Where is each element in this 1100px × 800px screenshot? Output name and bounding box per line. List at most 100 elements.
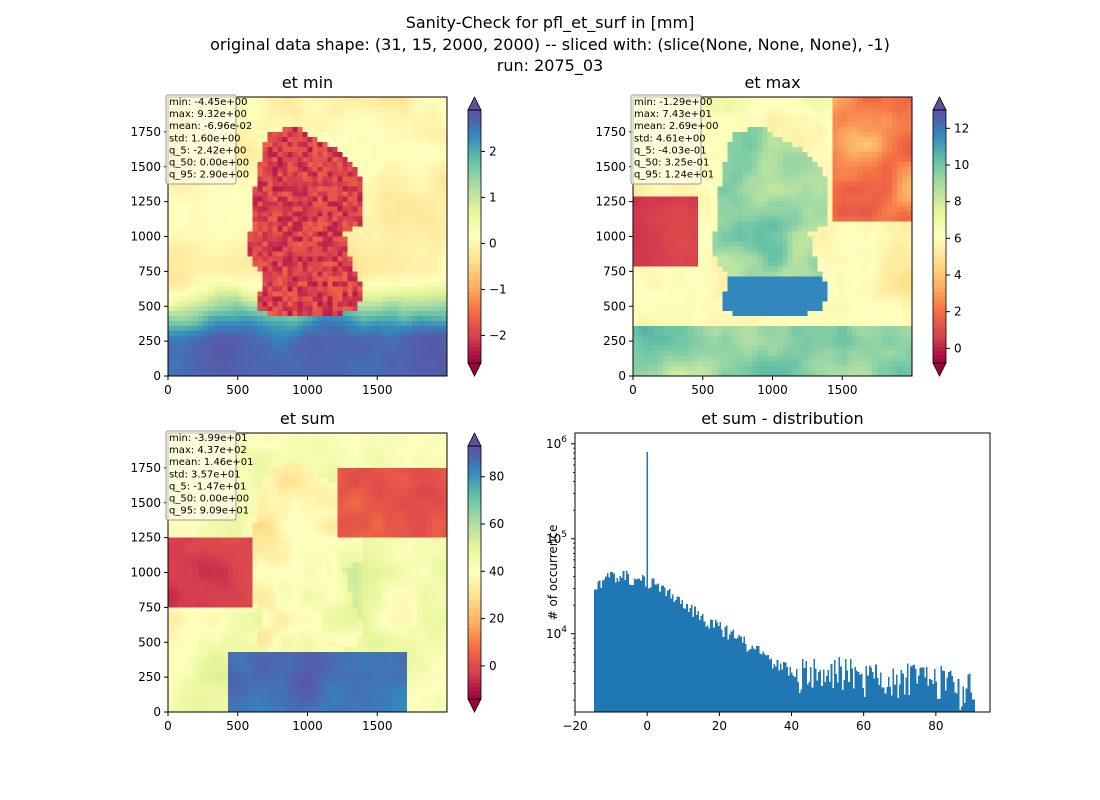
heatmap-cell (757, 336, 763, 342)
heatmap-cell (722, 161, 728, 168)
heatmap-cell (702, 321, 709, 327)
heatmap-cell (647, 266, 654, 272)
heatmap-cell (782, 251, 788, 257)
heatmap-cell (422, 241, 428, 247)
heatmap-cell (247, 226, 253, 232)
heatmap-cell (772, 216, 778, 222)
heatmap-cell (417, 181, 423, 187)
heatmap-cell (392, 271, 398, 277)
heatmap-cell (777, 101, 783, 108)
heatmap-cell (332, 231, 338, 237)
heatmap-cell (192, 296, 199, 302)
heatmap-cell (302, 276, 308, 282)
heatmap-cell (242, 181, 249, 187)
heatmap-cell (412, 201, 418, 207)
heatmap-cell (427, 241, 433, 247)
heatmap-cell (187, 301, 194, 307)
heatmap-cell (702, 146, 709, 153)
heatmap-cell (312, 191, 318, 197)
heatmap-cell (407, 271, 413, 277)
heatmap-cell (437, 306, 443, 312)
heatmap-cell (367, 106, 373, 113)
heatmap-cell (322, 166, 328, 173)
heatmap-cell (202, 191, 209, 197)
heatmap-cell (422, 191, 428, 197)
heatmap-cell (777, 291, 783, 297)
heatmap-cell (367, 236, 373, 242)
heatmap-cell (407, 286, 413, 292)
heatmap-cell (277, 331, 283, 337)
heatmap-cell (332, 261, 338, 267)
heatmap-cell (332, 221, 338, 227)
heatmap-cell (302, 346, 308, 352)
heatmap-cell (257, 281, 263, 287)
heatmap-cell (377, 171, 383, 178)
heatmap-cell (407, 316, 413, 322)
heatmap-cell (697, 251, 704, 257)
heatmap-cell (407, 336, 413, 342)
heatmap-cell (637, 296, 644, 302)
heatmap-cell (667, 291, 674, 297)
heatmap-cell (757, 316, 763, 322)
heatmap-cell (297, 156, 303, 163)
heatmap-cell (397, 331, 403, 337)
heatmap-cell (662, 266, 669, 272)
heatmap-cell (367, 371, 373, 377)
heatmap-cell (777, 331, 783, 337)
heatmap-cell (402, 241, 408, 247)
heatmap-cell (442, 216, 448, 222)
heatmap-cell (677, 216, 684, 222)
heatmap-cell (172, 371, 179, 377)
heatmap-cell (242, 226, 249, 232)
heatmap-cell (672, 231, 679, 237)
heatmap-cell (402, 97, 408, 103)
heatmap-cell (332, 206, 338, 212)
heatmap-cell (737, 306, 743, 312)
heatmap-cell (717, 351, 723, 357)
heatmap-cell (317, 211, 323, 217)
heatmap-cell (667, 346, 674, 352)
heatmap-cell (257, 346, 263, 352)
heatmap-cell (442, 256, 448, 262)
heatmap-cell (347, 236, 353, 242)
heatmap-cell (242, 351, 249, 357)
heatmap-cell (297, 131, 303, 138)
heatmap-cell (642, 191, 649, 197)
heatmap-cell (352, 321, 358, 327)
heatmap-cell (257, 231, 263, 237)
heatmap-cell (342, 126, 348, 133)
heatmap-cell (732, 306, 738, 312)
heatmap-cell (442, 266, 448, 272)
heatmap-cell (307, 281, 313, 287)
heatmap-cell (192, 276, 199, 282)
heatmap-cell (252, 331, 258, 337)
heatmap-cell (417, 341, 423, 347)
heatmap-cell (352, 241, 358, 247)
heatmap-cell (172, 326, 179, 332)
heatmap-cell (168, 356, 174, 362)
heatmap-cell (747, 211, 753, 217)
heatmap-cell (642, 201, 649, 207)
colorbar-band (468, 260, 481, 265)
heatmap-cell (337, 211, 343, 217)
heatmap-cell (372, 211, 378, 217)
heatmap-cell (307, 221, 313, 227)
heatmap-cell (387, 241, 393, 247)
heatmap-cell (707, 186, 714, 192)
heatmap-cell (722, 301, 728, 307)
heatmap-cell (172, 296, 179, 302)
heatmap-cell (277, 201, 283, 207)
heatmap-cell (772, 131, 778, 138)
heatmap-cell (727, 161, 733, 168)
heatmap-cell (737, 226, 743, 232)
heatmap-cell (187, 276, 194, 282)
heatmap-cell (307, 211, 313, 217)
heatmap-cell (337, 181, 343, 187)
heatmap-cell (332, 226, 338, 232)
heatmap-cell (397, 246, 403, 252)
heatmap-cell (432, 191, 438, 197)
heatmap-cell (287, 301, 293, 307)
heatmap-cell (337, 366, 343, 372)
heatmap-cell (717, 306, 723, 312)
heatmap-cell (772, 291, 778, 297)
